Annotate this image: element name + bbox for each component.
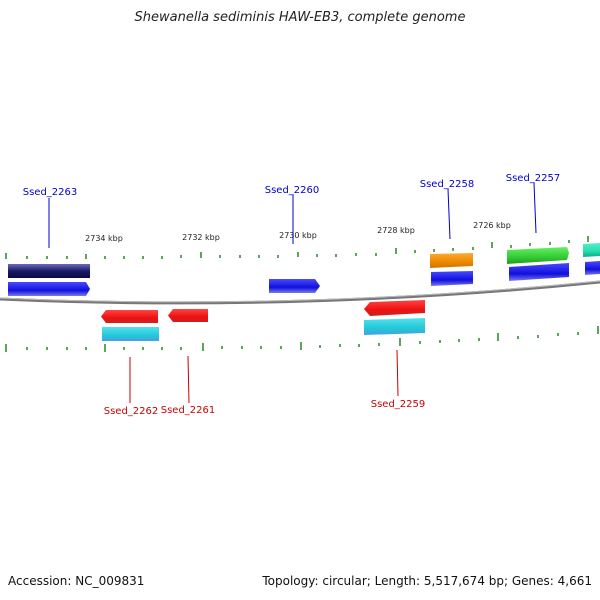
accession-text: Accession: NC_009831 [8,574,145,588]
top-gene-labels: Ssed_2263 Ssed_2260 Ssed_2258 Ssed_2257 [23,173,561,248]
map-title: Shewanella sediminis HAW-EB3, complete g… [134,10,466,25]
gene-feature-ssed-2261[interactable] [168,309,208,322]
gene-label-ssed-2257[interactable]: Ssed_2257 [506,173,561,184]
gene-label-ssed-2259[interactable]: Ssed_2259 [371,399,426,410]
genome-backbone [0,280,600,305]
ruler-labels: 2734 kbp 2732 kbp 2730 kbp 2728 kbp 2726… [85,221,511,243]
ruler-label: 2732 kbp [182,233,220,242]
ruler-label: 2728 kbp [377,226,415,235]
gene-feature-ssed-2257[interactable] [507,247,569,281]
top-strand-features [8,243,600,296]
bottom-strand-features [101,300,425,341]
genome-summary-text: Topology: circular; Length: 5,517,674 bp… [262,574,592,588]
ruler-label: 2734 kbp [85,234,123,243]
gene-label-ssed-2263[interactable]: Ssed_2263 [23,187,78,198]
gene-label-ssed-2261[interactable]: Ssed_2261 [161,405,216,416]
gene-label-ssed-2258[interactable]: Ssed_2258 [420,179,475,190]
gene-feature-ssed-2262[interactable] [101,310,159,341]
gene-label-ssed-2260[interactable]: Ssed_2260 [265,185,320,196]
lower-tick-track [5,326,599,352]
gene-feature-ssed-2263[interactable] [8,264,90,296]
bottom-gene-labels: Ssed_2262 Ssed_2261 Ssed_2259 [104,349,426,417]
gene-label-ssed-2262[interactable]: Ssed_2262 [104,406,159,417]
upper-tick-track [5,236,589,259]
gene-feature-ssed-2260[interactable] [269,279,320,293]
ruler-label: 2730 kbp [279,231,317,240]
gene-feature-ssed-2258[interactable] [430,253,473,286]
ruler-label: 2726 kbp [473,221,511,230]
gene-feature-ssed-2259[interactable] [364,300,425,335]
gene-feature-edge[interactable] [583,243,600,275]
